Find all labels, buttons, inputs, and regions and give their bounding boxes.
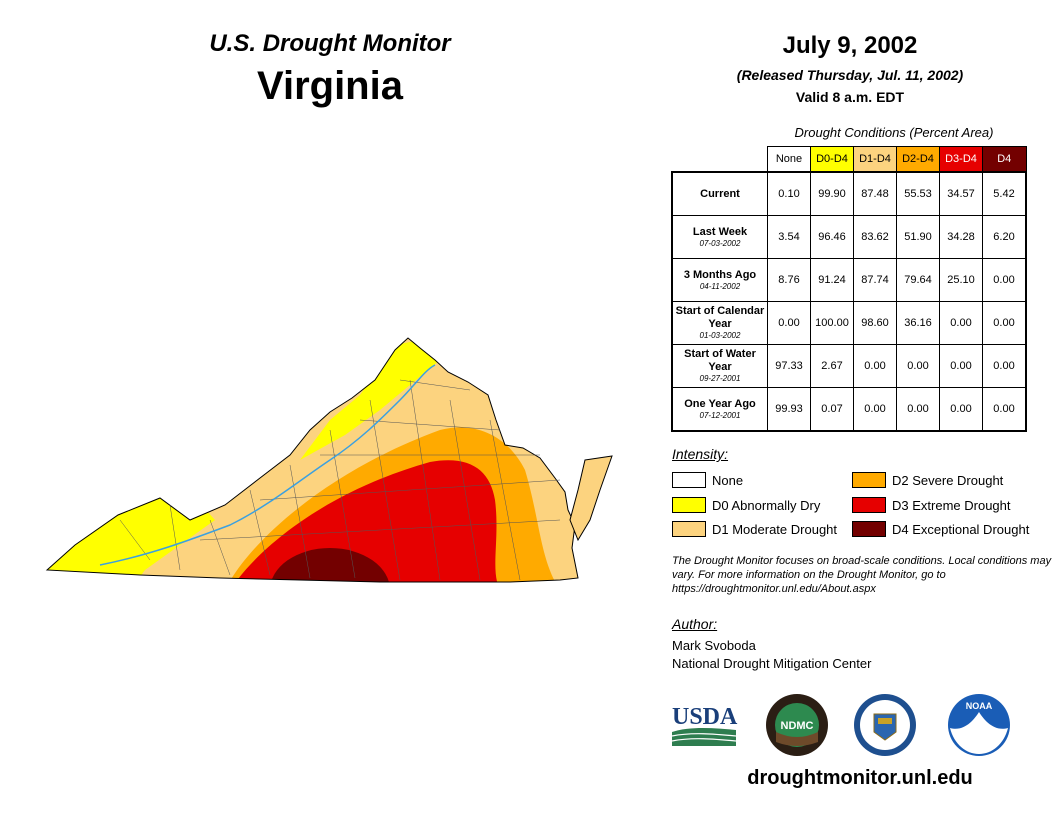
legend-swatch bbox=[852, 472, 886, 488]
legend-item-d1: D1 Moderate Drought bbox=[672, 521, 837, 537]
table-header-row: None D0-D4 D1-D4 D2-D4 D3-D4 D4 bbox=[672, 146, 1027, 173]
table-header-blank bbox=[672, 147, 768, 173]
table-cell: 8.76 bbox=[767, 258, 811, 302]
column-header-d1-d4: D1-D4 bbox=[853, 146, 897, 173]
row-label: One Year Ago 07-12-2001 bbox=[671, 387, 768, 432]
table-cell: 55.53 bbox=[896, 171, 940, 216]
release-date: (Released Thursday, Jul. 11, 2002) bbox=[736, 67, 964, 83]
table-row: One Year Ago 07-12-2001 99.93 0.07 0.00 0… bbox=[671, 387, 1027, 432]
author-org: National Drought Mitigation Center bbox=[672, 656, 872, 671]
table-cell: 96.46 bbox=[810, 215, 854, 259]
drought-statistics-table: None D0-D4 D1-D4 D2-D4 D3-D4 D4 Current … bbox=[671, 146, 1027, 432]
map-subtitle: U.S. Drought Monitor bbox=[209, 30, 451, 57]
table-cell: 87.48 bbox=[853, 171, 897, 216]
table-cell: 0.00 bbox=[982, 301, 1027, 345]
author-name: Mark Svoboda bbox=[672, 638, 756, 653]
legend-label: D4 Exceptional Drought bbox=[892, 521, 1030, 537]
table-cell: 0.00 bbox=[982, 258, 1027, 302]
legend-label: D1 Moderate Drought bbox=[712, 521, 838, 537]
table-cell: 0.00 bbox=[767, 301, 811, 345]
column-header-d3-d4: D3-D4 bbox=[939, 146, 983, 173]
table-cell: 0.10 bbox=[767, 171, 811, 216]
legend-title: Intensity: bbox=[672, 446, 729, 462]
table-cell: 97.33 bbox=[767, 344, 811, 388]
legend-swatch bbox=[672, 497, 706, 513]
legend-swatch bbox=[672, 472, 706, 488]
table-cell: 3.54 bbox=[767, 215, 811, 259]
valid-time: Valid 8 a.m. EDT bbox=[795, 89, 905, 105]
row-label: Start of Water Year 09-27-2001 bbox=[671, 344, 768, 388]
table-cell: 51.90 bbox=[896, 215, 940, 259]
column-header-none: None bbox=[767, 146, 811, 173]
disclaimer-note: The Drought Monitor focuses on broad-sca… bbox=[672, 555, 1052, 595]
table-cell: 0.00 bbox=[939, 387, 983, 432]
noaa-logo: NOAA bbox=[948, 694, 1010, 756]
row-label: 3 Months Ago 04-11-2002 bbox=[671, 258, 768, 302]
website-link[interactable]: droughtmonitor.unl.edu bbox=[747, 767, 973, 789]
table-cell: 87.74 bbox=[853, 258, 897, 302]
legend-label: D3 Extreme Drought bbox=[892, 497, 1011, 513]
legend-swatch bbox=[852, 521, 886, 537]
map-region-title: Virginia bbox=[257, 64, 403, 108]
table-cell: 34.57 bbox=[939, 171, 983, 216]
doc-logo bbox=[854, 694, 916, 756]
table-cell: 99.93 bbox=[767, 387, 811, 432]
table-cell: 2.67 bbox=[810, 344, 854, 388]
table-cell: 25.10 bbox=[939, 258, 983, 302]
table-cell: 79.64 bbox=[896, 258, 940, 302]
noaa-logo-text: NOAA bbox=[966, 701, 993, 711]
legend-item-d2: D2 Severe Drought bbox=[852, 472, 1003, 488]
table-cell: 0.00 bbox=[982, 387, 1027, 432]
legend-label: None bbox=[712, 472, 744, 488]
legend-swatch bbox=[672, 521, 706, 537]
table-cell: 0.00 bbox=[853, 387, 897, 432]
table-cell: 5.42 bbox=[982, 171, 1027, 216]
table-cell: 0.00 bbox=[853, 344, 897, 388]
row-label: Current bbox=[671, 171, 768, 216]
legend-swatch bbox=[852, 497, 886, 513]
legend-item-d3: D3 Extreme Drought bbox=[852, 497, 1011, 513]
table-row: Current 0.10 99.90 87.48 55.53 34.57 5.4… bbox=[671, 171, 1027, 216]
table-cell: 36.16 bbox=[896, 301, 940, 345]
table-cell: 0.00 bbox=[982, 344, 1027, 388]
column-header-d2-d4: D2-D4 bbox=[896, 146, 940, 173]
table-cell: 0.00 bbox=[939, 344, 983, 388]
virginia-drought-map bbox=[45, 337, 613, 583]
table-cell: 34.28 bbox=[939, 215, 983, 259]
table-row: Last Week 07-03-2002 3.54 96.46 83.62 51.… bbox=[671, 215, 1027, 259]
author-title: Author: bbox=[672, 616, 718, 632]
table-row: Start of Water Year 09-27-2001 97.33 2.67… bbox=[671, 344, 1027, 388]
table-cell: 91.24 bbox=[810, 258, 854, 302]
table-cell: 0.00 bbox=[896, 344, 940, 388]
table-cell: 99.90 bbox=[810, 171, 854, 216]
legend-item-d0: D0 Abnormally Dry bbox=[672, 497, 820, 513]
legend-item-d4: D4 Exceptional Drought bbox=[852, 521, 1029, 537]
table-cell: 98.60 bbox=[853, 301, 897, 345]
table-cell: 6.20 bbox=[982, 215, 1027, 259]
row-label: Last Week 07-03-2002 bbox=[671, 215, 768, 259]
ndmc-logo-text: NDMC bbox=[781, 720, 814, 732]
table-cell: 83.62 bbox=[853, 215, 897, 259]
column-header-d4: D4 bbox=[982, 146, 1027, 173]
legend-label: D0 Abnormally Dry bbox=[712, 497, 821, 513]
table-caption: Drought Conditions (Percent Area) bbox=[794, 125, 994, 140]
column-header-d0-d4: D0-D4 bbox=[810, 146, 854, 173]
table-row: Start of Calendar Year 01-03-2002 0.00 10… bbox=[671, 301, 1027, 345]
table-cell: 0.07 bbox=[810, 387, 854, 432]
row-label: Start of Calendar Year 01-03-2002 bbox=[671, 301, 768, 345]
map-date: July 9, 2002 bbox=[782, 32, 918, 59]
ndmc-logo: NDMC bbox=[766, 694, 828, 756]
table-cell: 100.00 bbox=[810, 301, 854, 345]
table-row: 3 Months Ago 04-11-2002 8.76 91.24 87.74 … bbox=[671, 258, 1027, 302]
legend-item-none: None bbox=[672, 472, 743, 488]
usda-logo: USDA bbox=[671, 704, 738, 746]
table-cell: 0.00 bbox=[939, 301, 983, 345]
legend-label: D2 Severe Drought bbox=[892, 472, 1004, 488]
table-cell: 0.00 bbox=[896, 387, 940, 432]
usda-logo-text: USDA bbox=[672, 704, 738, 730]
